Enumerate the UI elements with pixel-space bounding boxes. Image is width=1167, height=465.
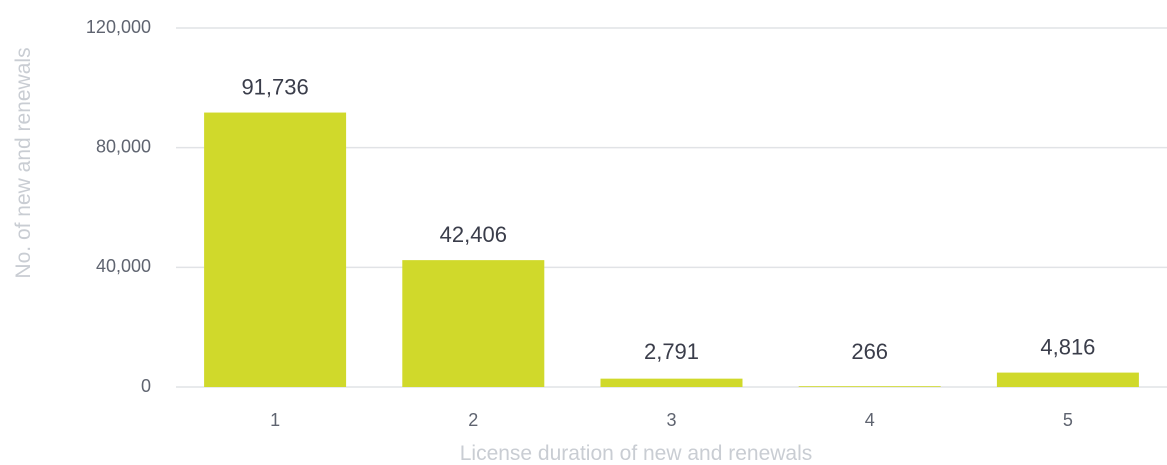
y-tick-label: 80,000 [96, 136, 151, 156]
bar-3 [600, 378, 743, 387]
data-labels: 91,736 42,406 2,791 266 4,816 [241, 75, 1095, 364]
data-label-1: 91,736 [241, 75, 308, 100]
y-tick-label: 0 [141, 376, 151, 396]
data-label-4: 266 [851, 339, 888, 364]
x-tick-label: 4 [865, 410, 875, 430]
y-tick-label: 120,000 [86, 17, 151, 37]
data-label-5: 4,816 [1040, 335, 1095, 360]
bars [204, 112, 1139, 388]
bar-2 [402, 260, 545, 387]
bar-5 [996, 372, 1139, 387]
bar-4 [798, 386, 941, 387]
data-label-2: 42,406 [440, 222, 507, 247]
y-axis-ticks: 0 40,000 80,000 120,000 [86, 17, 151, 396]
y-tick-label: 40,000 [96, 256, 151, 276]
x-tick-label: 2 [468, 410, 478, 430]
x-tick-label: 1 [270, 410, 280, 430]
data-label-3: 2,791 [644, 339, 699, 364]
x-tick-label: 5 [1063, 410, 1073, 430]
x-axis-ticks: 1 2 3 4 5 [270, 410, 1073, 430]
bar-1 [204, 112, 347, 388]
y-axis-title: No. of new and renewals [12, 47, 35, 278]
x-tick-label: 3 [666, 410, 676, 430]
x-axis-title: License duration of new and renewals [460, 442, 813, 465]
